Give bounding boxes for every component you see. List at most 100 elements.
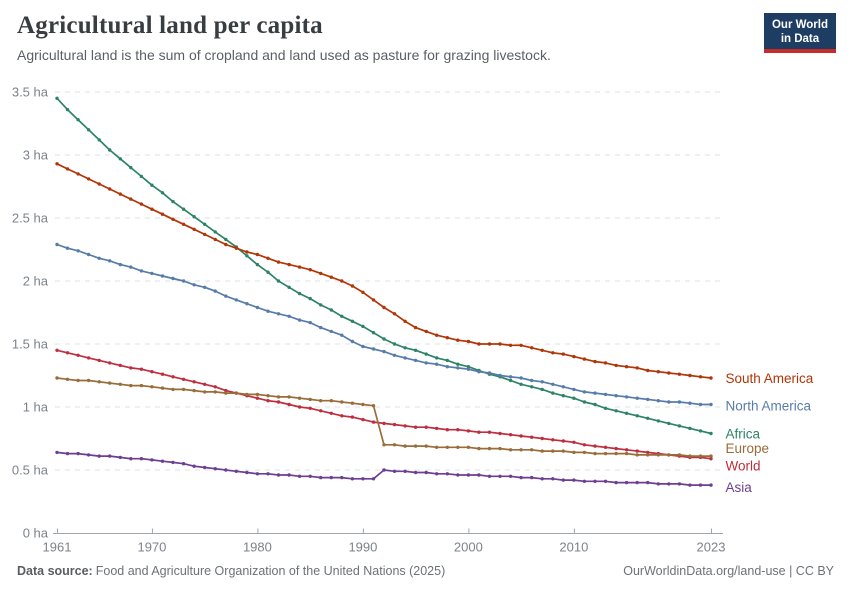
series-point [266, 256, 270, 260]
series-point [540, 449, 544, 453]
owid-logo-line2: in Data [780, 33, 820, 46]
series-point [340, 279, 344, 283]
series-point [435, 472, 439, 476]
y-tick-label: 1 ha [23, 400, 49, 415]
series-point [667, 400, 671, 404]
series-point [255, 305, 260, 310]
series-point [160, 212, 165, 216]
series-point [382, 443, 386, 447]
series-point [139, 174, 144, 179]
series-point [424, 352, 428, 356]
series-point [392, 469, 397, 473]
series-point [181, 387, 186, 392]
series-point [213, 237, 217, 242]
series-point [76, 378, 80, 383]
series-point [297, 474, 302, 478]
series-label-europe: Europe [726, 441, 770, 456]
series-point [329, 475, 333, 480]
series-point [224, 388, 228, 393]
series-point [203, 390, 207, 394]
series-point [150, 458, 154, 462]
series-point [445, 472, 449, 476]
series-point [224, 468, 228, 472]
series-point [540, 348, 544, 352]
series-point [593, 451, 597, 456]
x-tick-label: 1961 [43, 540, 72, 555]
credit-link[interactable]: OurWorldinData.org/land-use | CC BY [623, 564, 834, 578]
series-point [192, 380, 196, 384]
series-point [445, 358, 449, 363]
y-axis-labels: 0 ha 0.5 ha 1 ha 1.5 ha 2 ha 2.5 ha 3 ha 3.5 ha [12, 85, 49, 541]
series-point [593, 444, 597, 448]
series-point [340, 475, 344, 480]
series-point [371, 347, 376, 351]
series-point [382, 468, 386, 472]
series-point [97, 182, 101, 186]
series-point [572, 354, 576, 359]
series-point [635, 396, 639, 400]
series-point [297, 291, 302, 296]
series-point [65, 107, 70, 112]
series-point [424, 329, 428, 334]
series-point [508, 375, 513, 379]
series-point [319, 271, 323, 276]
series-world: World [55, 348, 761, 474]
series-point [456, 428, 460, 432]
series-point [150, 385, 154, 389]
series-label-africa: Africa [726, 426, 761, 441]
series-point [498, 446, 502, 451]
data-source-text: Food and Agriculture Organization of the… [95, 564, 446, 578]
series-point [203, 232, 207, 237]
series-point [551, 391, 555, 395]
series-point [329, 411, 333, 415]
series-point [118, 157, 123, 161]
series-point [350, 319, 355, 323]
series-point [192, 464, 196, 468]
series-point [413, 425, 418, 429]
y-tick-label: 1.5 ha [12, 337, 49, 352]
series-point [582, 400, 587, 404]
series-point [614, 394, 618, 398]
y-tick-label: 0.5 ha [12, 463, 49, 478]
series-point [646, 453, 650, 457]
series-point [181, 377, 186, 381]
series-point [192, 215, 196, 219]
series-point [561, 449, 565, 453]
series-point [276, 473, 281, 477]
series-point [477, 342, 481, 346]
series-point [308, 474, 312, 478]
owid-logo[interactable]: Our World in Data [763, 13, 836, 54]
series-point [350, 284, 355, 288]
series-point [646, 450, 650, 455]
chart-subtitle: Agricultural land is the sum of cropland… [17, 47, 551, 63]
series-point [530, 378, 534, 383]
series-point [108, 454, 112, 458]
series-point [245, 392, 249, 397]
series-point [593, 391, 597, 395]
series-point [709, 454, 713, 458]
series-point [97, 138, 101, 142]
series-line-north-america [56, 243, 712, 406]
series-point [477, 446, 481, 451]
series-point [698, 454, 703, 458]
x-axis [53, 528, 723, 534]
x-tick-label: 1990 [348, 540, 377, 555]
series-point [329, 308, 333, 312]
series-point [203, 222, 207, 226]
series-point [86, 128, 91, 132]
series-point [129, 366, 133, 370]
series-point [55, 242, 59, 247]
series-point [76, 451, 80, 456]
series-point [624, 480, 629, 485]
series-point [677, 424, 682, 428]
y-gridlines [55, 91, 722, 471]
series-point [656, 482, 660, 486]
x-tick-label: 2023 [697, 540, 726, 555]
data-source-label: Data source: [17, 564, 93, 578]
series-point [551, 438, 555, 442]
series-point [572, 440, 576, 444]
series-point [245, 250, 249, 254]
series-point [255, 396, 260, 400]
series-point [646, 416, 650, 420]
series-point [255, 472, 260, 476]
